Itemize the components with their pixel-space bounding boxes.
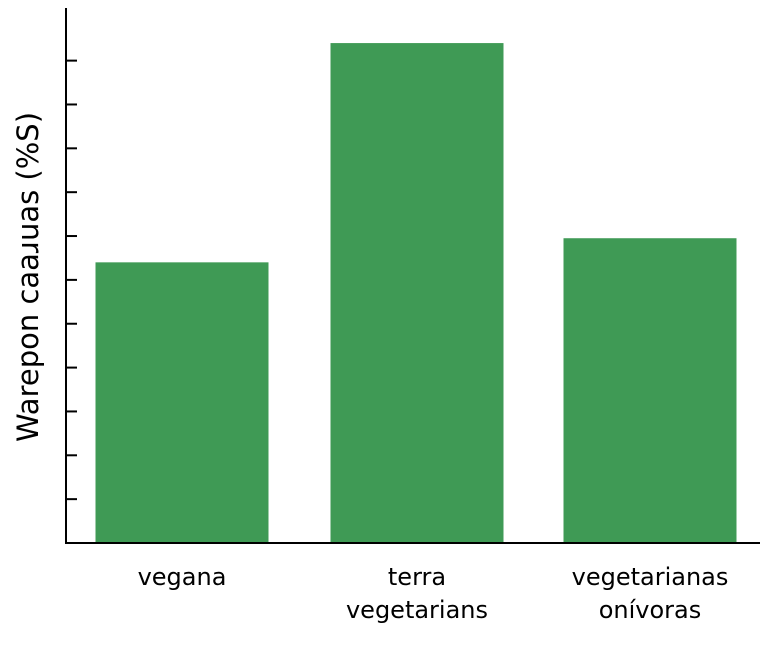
bars-layer xyxy=(95,43,737,543)
x-tick-label-2: terra vegetarians xyxy=(346,563,488,624)
bar-2 xyxy=(330,43,504,543)
x-tick-label-line: onívoras xyxy=(599,596,702,624)
x-tick-label-3: vegetarianas onívoras xyxy=(572,563,729,624)
bar-1 xyxy=(95,262,269,543)
axes xyxy=(65,8,760,544)
x-tick-label-line: terra xyxy=(388,563,446,591)
x-tick-label-1: vegana xyxy=(138,563,227,591)
bar-3 xyxy=(563,238,737,543)
y-axis-label: Warepon caaɹuas (%S) xyxy=(11,112,45,442)
y-ticks xyxy=(66,59,77,501)
x-tick-label-line: vegana xyxy=(138,563,227,591)
x-tick-label-line: vegetarianas xyxy=(572,563,729,591)
x-tick-labels: vegana terra vegetarians vegetarianas onívor… xyxy=(138,563,729,624)
x-tick-label-line: vegetarians xyxy=(346,596,488,624)
